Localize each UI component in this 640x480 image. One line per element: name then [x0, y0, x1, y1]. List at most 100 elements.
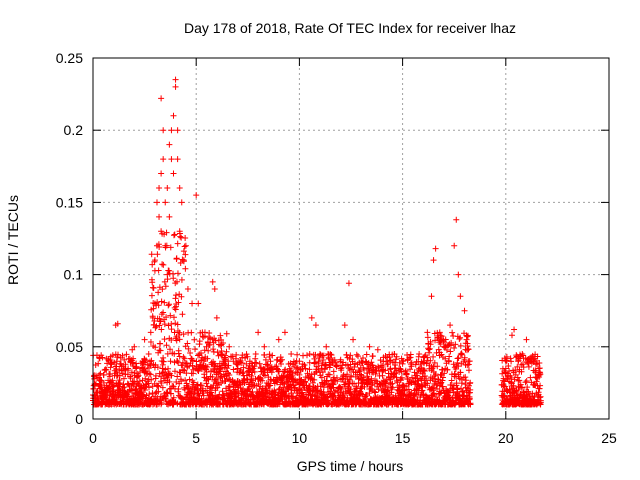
data-point [212, 376, 219, 383]
data-point [181, 243, 188, 250]
data-point [91, 375, 98, 382]
data-point [296, 371, 303, 378]
data-point [204, 355, 211, 362]
data-point [225, 362, 232, 369]
data-point [180, 248, 187, 255]
data-point [276, 368, 283, 375]
data-point [147, 362, 154, 369]
data-point [183, 380, 190, 387]
data-point [100, 379, 107, 386]
data-point [210, 346, 217, 353]
data-point [148, 251, 155, 258]
data-point [261, 352, 268, 359]
data-point [161, 321, 168, 328]
data-point [152, 344, 159, 351]
data-point [133, 363, 140, 370]
data-point [158, 379, 165, 386]
data-point [155, 289, 162, 296]
data-point [182, 235, 189, 242]
data-point [163, 342, 170, 349]
data-point [108, 360, 115, 367]
data-point [160, 309, 167, 316]
data-point [277, 354, 284, 361]
data-point [301, 362, 308, 369]
data-point [302, 379, 309, 386]
data-point [173, 278, 180, 285]
data-point [195, 352, 202, 359]
data-point [183, 370, 190, 377]
data-point [153, 382, 160, 389]
data-point [96, 355, 103, 362]
data-point [159, 286, 166, 293]
data-point [109, 377, 116, 384]
data-point [293, 364, 300, 371]
y-tick-label: 0.15 [56, 194, 83, 210]
data-point [114, 354, 121, 361]
data-point [165, 365, 172, 372]
data-point [223, 348, 230, 355]
data-point [177, 233, 184, 240]
data-point [146, 391, 153, 398]
data-point [279, 375, 286, 382]
x-tick-label: 0 [89, 430, 97, 446]
data-point [168, 321, 175, 328]
data-point [285, 386, 292, 393]
data-point [204, 363, 211, 370]
data-point [299, 366, 306, 373]
data-point [168, 326, 175, 333]
data-point [156, 370, 163, 377]
data-point [184, 340, 191, 347]
data-point [243, 351, 250, 358]
data-point [311, 376, 318, 383]
data-point [223, 330, 230, 337]
data-point [203, 375, 210, 382]
data-point [334, 388, 341, 395]
data-point [175, 347, 182, 354]
data-point [209, 373, 216, 380]
data-point [299, 393, 306, 400]
data-point [164, 374, 171, 381]
data-point [168, 372, 175, 379]
data-point [179, 311, 186, 318]
data-point [216, 391, 223, 398]
data-point [174, 240, 181, 247]
data-point [271, 388, 278, 395]
data-point [162, 283, 169, 290]
data-point [206, 329, 213, 336]
data-point [229, 353, 236, 360]
data-point [147, 339, 154, 346]
data-point [159, 361, 166, 368]
data-point [176, 336, 183, 343]
data-point [163, 398, 170, 405]
data-point [200, 392, 207, 399]
data-point [159, 261, 166, 268]
data-point [165, 322, 172, 329]
data-point [226, 383, 233, 390]
data-point [312, 351, 319, 358]
data-point [160, 369, 167, 376]
data-point [122, 361, 129, 368]
data-point [323, 362, 330, 369]
data-point [127, 375, 134, 382]
data-point [168, 390, 175, 397]
y-tick-label: 0.05 [56, 339, 83, 355]
data-point [186, 376, 193, 383]
data-point [320, 357, 327, 364]
data-point [171, 368, 178, 375]
data-point [174, 373, 181, 380]
data-point [168, 337, 175, 344]
data-point [198, 382, 205, 389]
data-point [206, 341, 213, 348]
data-point [261, 372, 268, 379]
data-point [181, 355, 188, 362]
data-point [152, 372, 159, 379]
data-point [240, 364, 247, 371]
data-point [125, 381, 132, 388]
data-point [180, 331, 187, 338]
data-point [131, 378, 138, 385]
data-point [165, 302, 172, 309]
y-tick-label: 0.25 [56, 50, 83, 66]
data-point [174, 270, 181, 277]
data-point [119, 352, 126, 359]
data-point [174, 321, 181, 328]
